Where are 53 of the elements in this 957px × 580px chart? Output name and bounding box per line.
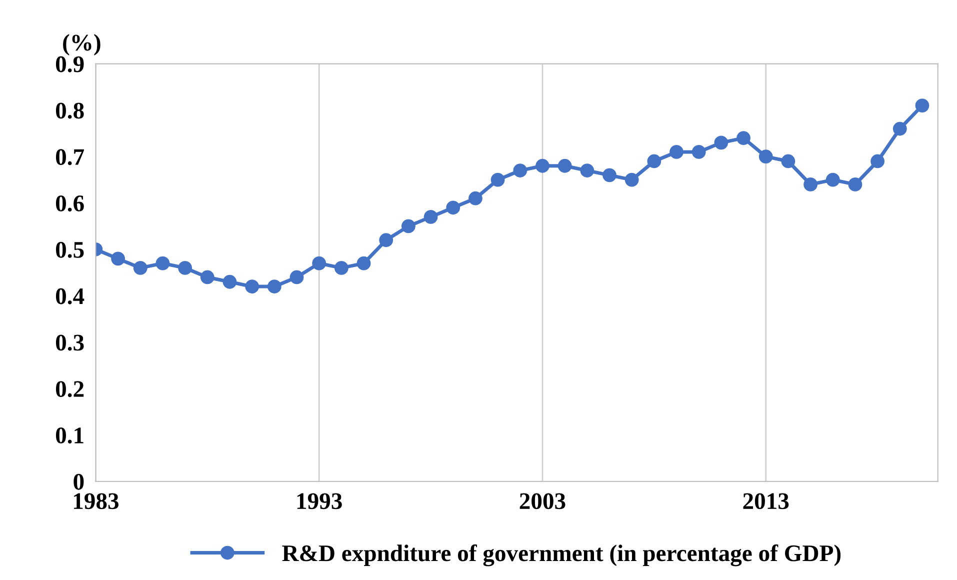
point: [647, 154, 662, 168]
point: [513, 164, 528, 178]
point: [781, 154, 796, 168]
point: [356, 256, 371, 270]
point: [245, 280, 260, 294]
point: [222, 274, 237, 289]
point: [267, 280, 282, 294]
point: [446, 200, 460, 215]
point: [536, 158, 550, 173]
y-tick-label: 0.7: [56, 149, 84, 166]
legend-label: R&D expnditure of government (in percentage of GDP): [282, 544, 841, 566]
point: [692, 145, 706, 159]
point: [424, 210, 438, 224]
point: [178, 261, 192, 275]
point: [892, 122, 907, 136]
y-tick-label: 0.8: [56, 102, 84, 119]
y-tick-label: 0: [74, 474, 84, 490]
point: [379, 233, 394, 248]
x-tick-label: 2003: [520, 493, 566, 510]
point: [490, 172, 505, 187]
point: [580, 164, 594, 178]
point: [133, 261, 148, 275]
point: [290, 270, 304, 284]
point: [915, 98, 930, 113]
y-tick-label: 0.2: [56, 381, 84, 398]
y-tick-label: 0.5: [56, 242, 84, 258]
point: [670, 145, 684, 159]
y-axis-title: (%): [63, 34, 100, 56]
point: [826, 172, 840, 187]
y-tick-label: 0.9: [56, 56, 84, 72]
x-tick-label: 1993: [297, 493, 342, 510]
point: [401, 219, 416, 234]
y-tick-label: 0.6: [56, 195, 84, 212]
x-tick-label: 2013: [743, 493, 789, 510]
point: [804, 177, 818, 192]
y-tick-label: 0.1: [56, 427, 84, 444]
y-tick-label: 0.4: [56, 288, 84, 304]
point: [558, 158, 572, 173]
point: [468, 191, 482, 206]
point: [736, 131, 750, 145]
x-tick-label: 1983: [74, 493, 119, 510]
point: [714, 136, 728, 150]
point: [111, 252, 125, 266]
point: [156, 256, 170, 270]
point: [200, 270, 214, 284]
y-tick-label: 0.3: [56, 334, 84, 351]
point: [334, 261, 348, 275]
point: [870, 154, 884, 168]
point: [312, 256, 326, 270]
point: [602, 168, 616, 182]
point: [624, 172, 639, 187]
point: [758, 150, 773, 164]
point: [848, 177, 862, 192]
